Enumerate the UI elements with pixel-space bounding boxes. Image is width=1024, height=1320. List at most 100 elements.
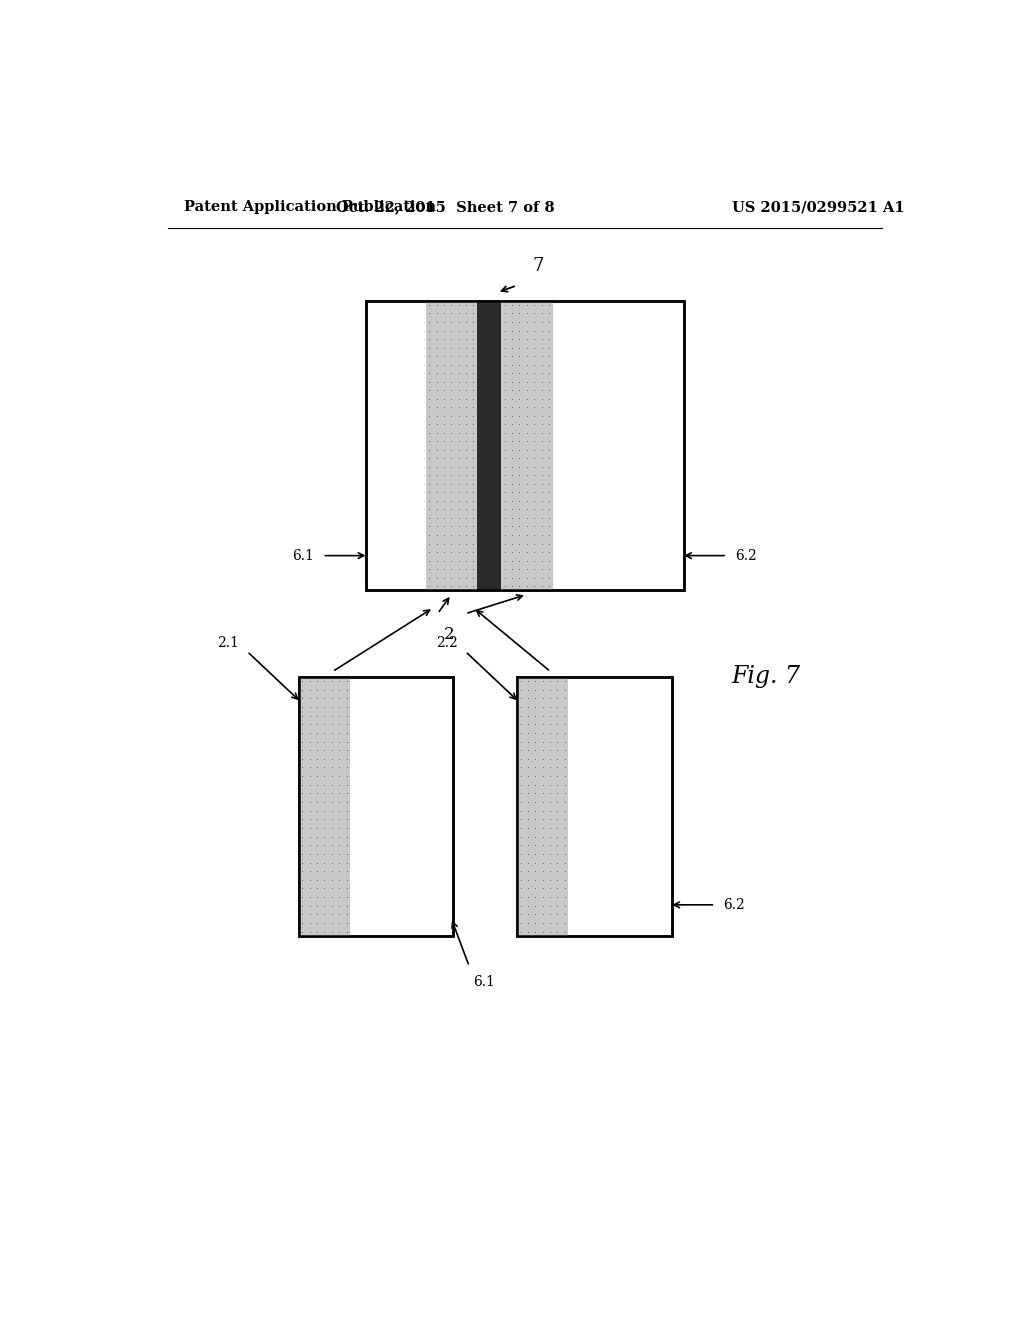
Point: [497, 371, 513, 392]
Point: [338, 843, 354, 865]
Point: [324, 878, 340, 899]
Point: [534, 430, 550, 451]
Point: [541, 558, 557, 579]
Point: [511, 371, 527, 392]
Point: [301, 834, 317, 855]
Point: [549, 671, 565, 692]
Point: [338, 671, 354, 692]
Point: [527, 843, 544, 865]
Point: [511, 388, 527, 409]
Point: [518, 440, 535, 461]
Point: [324, 680, 340, 701]
Point: [301, 843, 317, 865]
Point: [504, 294, 520, 315]
Point: [504, 346, 520, 367]
Point: [294, 895, 310, 916]
Point: [443, 576, 460, 597]
Point: [421, 457, 437, 478]
Point: [557, 826, 573, 847]
Point: [542, 792, 558, 813]
Point: [549, 809, 565, 830]
Point: [294, 688, 310, 709]
Point: [541, 499, 557, 520]
Point: [331, 775, 347, 796]
Point: [511, 294, 527, 315]
Point: [331, 809, 347, 830]
Point: [301, 851, 317, 873]
Point: [511, 507, 527, 528]
Point: [534, 312, 550, 333]
Point: [458, 430, 474, 451]
Point: [294, 731, 310, 752]
Point: [526, 507, 543, 528]
Point: [458, 422, 474, 444]
Point: [301, 783, 317, 804]
Bar: [517, 677, 672, 936]
Point: [428, 447, 444, 469]
Point: [338, 921, 354, 942]
Point: [542, 851, 558, 873]
Point: [458, 568, 474, 589]
Point: [428, 363, 444, 384]
Point: [512, 792, 528, 813]
Point: [518, 422, 535, 444]
Point: [541, 363, 557, 384]
Point: [331, 826, 347, 847]
Point: [338, 775, 354, 796]
Point: [520, 731, 537, 752]
Point: [451, 550, 467, 572]
Point: [428, 440, 444, 461]
Point: [527, 722, 544, 743]
Text: 6.1: 6.1: [473, 974, 495, 989]
Point: [512, 714, 528, 735]
Point: [324, 843, 340, 865]
Point: [527, 817, 544, 838]
Point: [542, 809, 558, 830]
Point: [526, 490, 543, 511]
Point: [451, 294, 467, 315]
Point: [324, 775, 340, 796]
Point: [504, 533, 520, 554]
Point: [534, 474, 550, 495]
Point: [324, 851, 340, 873]
Point: [331, 697, 347, 718]
Point: [301, 870, 317, 891]
Point: [511, 346, 527, 367]
Point: [497, 499, 513, 520]
Point: [465, 516, 481, 537]
Point: [534, 388, 550, 409]
Point: [294, 851, 310, 873]
Point: [436, 482, 453, 503]
Point: [451, 457, 467, 478]
Point: [309, 800, 326, 821]
Point: [518, 430, 535, 451]
Point: [512, 870, 528, 891]
Point: [428, 380, 444, 401]
Point: [497, 465, 513, 486]
Point: [557, 714, 573, 735]
Point: [557, 809, 573, 830]
Point: [527, 878, 544, 899]
Point: [534, 576, 550, 597]
Point: [421, 346, 437, 367]
Point: [497, 558, 513, 579]
Point: [535, 705, 551, 726]
Point: [549, 748, 565, 770]
Point: [436, 568, 453, 589]
Point: [504, 422, 520, 444]
Point: [294, 817, 310, 838]
Point: [465, 413, 481, 434]
Point: [324, 870, 340, 891]
Point: [428, 337, 444, 358]
Point: [443, 507, 460, 528]
Point: [526, 474, 543, 495]
Point: [294, 775, 310, 796]
Point: [436, 396, 453, 417]
Point: [542, 921, 558, 942]
Point: [504, 482, 520, 503]
Point: [534, 396, 550, 417]
Point: [535, 775, 551, 796]
Point: [316, 688, 333, 709]
Point: [331, 861, 347, 882]
Point: [421, 576, 437, 597]
